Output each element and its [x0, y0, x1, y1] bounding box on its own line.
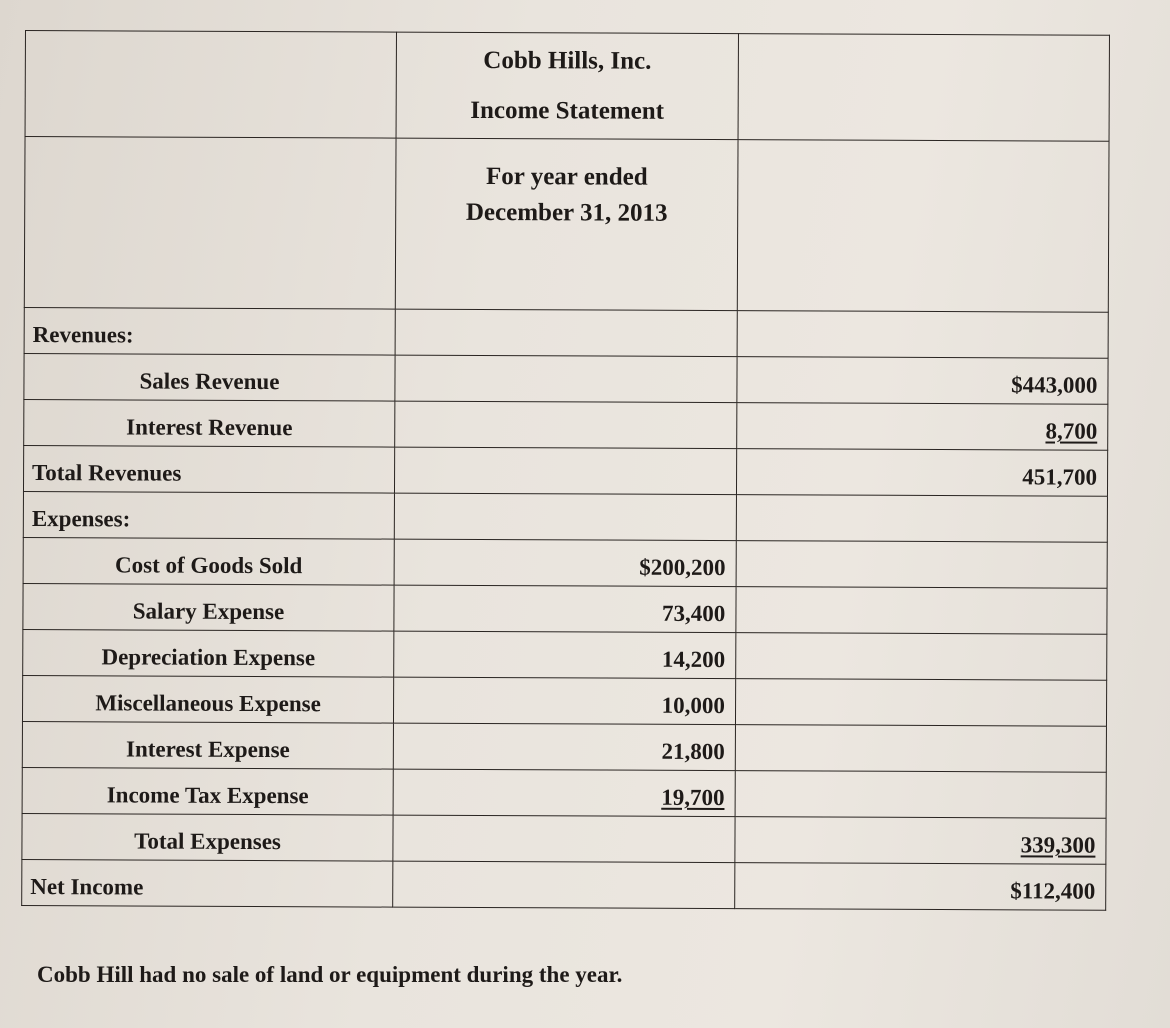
company-name: Cobb Hills, Inc.: [483, 46, 652, 75]
row-label: Income Tax Expense: [106, 782, 309, 809]
expense-amount: 14,200: [661, 646, 726, 673]
row-label: Total Revenues: [32, 460, 182, 486]
expense-amount: 19,700: [661, 784, 725, 811]
table-row: Income Tax Expense 19,700: [22, 767, 1107, 819]
expense-amount: 10,000: [661, 692, 725, 719]
expense-amount: $200,200: [639, 554, 726, 581]
expense-amount: 21,800: [661, 738, 725, 765]
table-row: Interest Revenue 8,700: [23, 399, 1108, 451]
row-label: Revenues:: [32, 322, 134, 348]
table-row: Total Expenses 339,300: [21, 813, 1107, 865]
total-amount: $443,000: [1011, 372, 1098, 398]
table-row: Expenses:: [23, 491, 1108, 543]
period-row: For year ended December 31, 2013: [24, 136, 1110, 313]
table-row: Cost of Goods Sold $200,200: [23, 537, 1108, 589]
row-label: Sales Revenue: [139, 368, 280, 395]
statement-title: Income Statement: [470, 96, 665, 125]
total-amount: 8,700: [1045, 418, 1098, 444]
income-statement-table: Cobb Hills, Inc. Income Statement For yea…: [21, 30, 1110, 911]
total-amount: 451,700: [1022, 464, 1098, 490]
row-label: Interest Expense: [125, 736, 290, 763]
row-label: Depreciation Expense: [101, 644, 316, 671]
table-row: Miscellaneous Expense 10,000: [22, 675, 1107, 727]
table-row: Net Income $112,400: [21, 859, 1106, 911]
footnote: Cobb Hill had no sale of land or equipme…: [37, 962, 623, 987]
table-row: Sales Revenue $443,000: [23, 353, 1109, 405]
table-row: Salary Expense 73,400: [22, 583, 1108, 635]
table-row: Revenues:: [24, 307, 1109, 359]
table-row: Depreciation Expense 14,200: [22, 629, 1107, 681]
row-label: Total Expenses: [134, 828, 281, 855]
period-line-2: December 31, 2013: [465, 198, 668, 227]
row-label: Salary Expense: [132, 598, 285, 625]
expense-amount: 73,400: [662, 600, 726, 627]
table-row: Total Revenues 451,700: [23, 445, 1108, 497]
period-line-1: For year ended: [486, 163, 648, 191]
header-row: Cobb Hills, Inc. Income Statement: [25, 30, 1110, 142]
total-amount: $112,400: [1010, 878, 1096, 904]
row-label: Miscellaneous Expense: [95, 690, 321, 717]
row-label: Net Income: [30, 874, 144, 900]
row-label: Cost of Goods Sold: [115, 552, 303, 579]
row-label: Interest Revenue: [126, 414, 293, 441]
total-amount: 339,300: [1020, 832, 1096, 858]
table-row: Interest Expense 21,800: [22, 721, 1107, 773]
row-label: Expenses:: [31, 506, 131, 532]
